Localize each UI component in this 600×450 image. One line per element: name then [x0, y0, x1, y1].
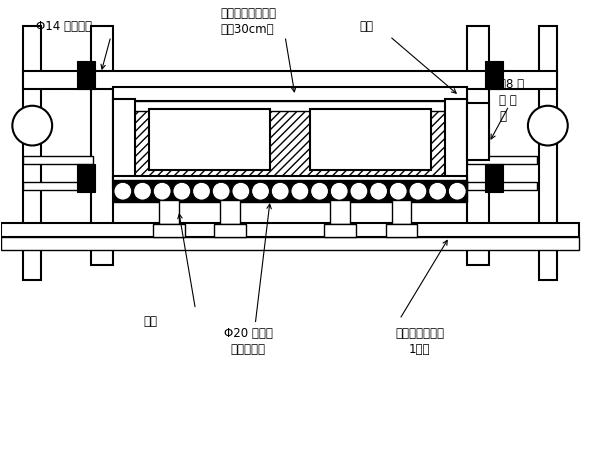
Text: Φ20 螺纹钔
筋底模骨架: Φ20 螺纹钔 筋底模骨架 — [224, 327, 272, 356]
Circle shape — [251, 182, 269, 200]
Circle shape — [330, 182, 348, 200]
Bar — [445, 99, 467, 188]
Bar — [392, 200, 412, 224]
Text: 第一次浇筑层（顶
板帰30cm）: 第一次浇筑层（顶 板帰30cm） — [220, 7, 277, 36]
Bar — [113, 99, 135, 188]
Bar — [77, 61, 95, 89]
Circle shape — [13, 106, 52, 145]
Circle shape — [114, 182, 132, 200]
Text: 【8 槽
钔 横
架: 【8 槽 钔 横 架 — [499, 78, 524, 123]
Bar — [485, 61, 503, 89]
Text: Φ14 对拉螺杆: Φ14 对拉螺杆 — [36, 20, 92, 33]
Bar — [77, 164, 95, 192]
Bar — [23, 182, 93, 190]
Bar — [467, 26, 489, 265]
Bar — [485, 164, 503, 192]
Bar — [214, 224, 246, 237]
Bar — [1, 223, 579, 237]
Circle shape — [173, 182, 191, 200]
Circle shape — [134, 182, 151, 200]
Bar — [113, 101, 467, 111]
Circle shape — [212, 182, 230, 200]
Text: 操作平台（宽度
1米）: 操作平台（宽度 1米） — [395, 327, 444, 356]
Circle shape — [448, 182, 466, 200]
Circle shape — [291, 182, 309, 200]
Circle shape — [271, 182, 289, 200]
Bar — [539, 26, 557, 279]
Circle shape — [153, 182, 171, 200]
Bar — [149, 109, 270, 171]
Circle shape — [370, 182, 388, 200]
Bar — [113, 176, 467, 188]
Circle shape — [409, 182, 427, 200]
Circle shape — [193, 182, 211, 200]
Text: 顶托: 顶托 — [143, 315, 158, 328]
Bar — [152, 224, 185, 237]
Circle shape — [389, 182, 407, 200]
Bar — [467, 103, 489, 160]
Circle shape — [350, 182, 368, 200]
Bar — [113, 180, 467, 202]
Bar — [467, 157, 537, 164]
Bar — [113, 87, 467, 101]
Bar — [467, 182, 537, 190]
Bar — [324, 224, 356, 237]
Bar — [1, 237, 579, 250]
Bar — [158, 200, 179, 224]
Text: 侧模: 侧模 — [360, 20, 374, 33]
Bar — [310, 109, 431, 171]
Bar — [386, 224, 418, 237]
Bar — [330, 200, 350, 224]
Circle shape — [428, 182, 446, 200]
Circle shape — [311, 182, 329, 200]
Circle shape — [528, 106, 568, 145]
Bar — [135, 111, 445, 188]
Bar — [23, 71, 557, 89]
Bar — [23, 157, 93, 164]
Circle shape — [232, 182, 250, 200]
Bar — [220, 200, 240, 224]
Bar — [23, 26, 41, 279]
Bar — [91, 26, 113, 265]
